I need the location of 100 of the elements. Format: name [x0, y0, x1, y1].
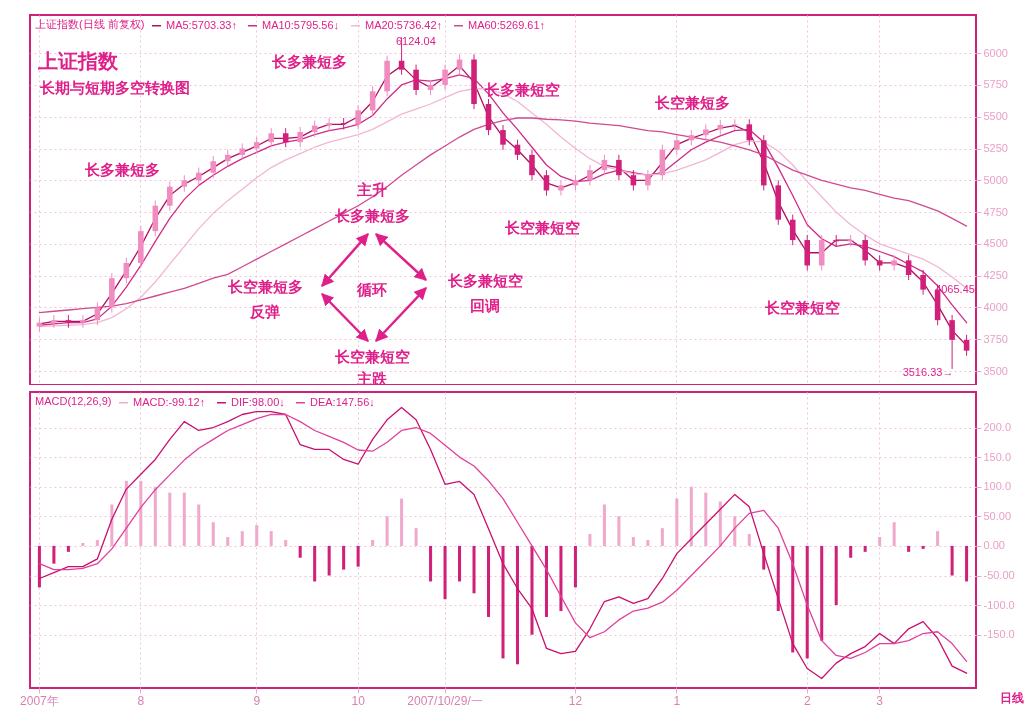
annotation: 循环: [356, 281, 387, 298]
bar: [37, 545, 41, 588]
bar: [269, 531, 273, 546]
bar: [168, 492, 172, 546]
bar: [400, 498, 404, 546]
annotation: 长空兼短多: [226, 278, 303, 295]
bar: [356, 545, 360, 567]
x-tick-label: 3: [876, 693, 884, 708]
candlestick: [949, 314, 955, 370]
bar: [342, 545, 346, 570]
bar: [298, 545, 302, 558]
x-tick-label: 12: [568, 693, 583, 708]
legend-label: MA5:5703.33↑: [166, 18, 237, 31]
annotation: 长空兼短空: [504, 219, 580, 236]
legend-label: MACD:-99.12↑: [133, 395, 206, 408]
x-tick-label: 10: [351, 693, 366, 708]
y-tick-label: 150.0: [983, 450, 1012, 463]
y-tick-label: 100.0: [983, 480, 1012, 493]
y-tick-label: 200.0: [983, 421, 1012, 434]
candlestick: [862, 234, 868, 266]
bar: [414, 528, 418, 546]
candlestick: [920, 269, 926, 296]
bar: [458, 545, 462, 582]
candlestick: [355, 104, 361, 130]
bar: [385, 516, 389, 546]
bar: [820, 545, 824, 641]
annotation: 3516.33→: [902, 366, 954, 378]
candlestick: [268, 127, 274, 148]
x-tick-label: 8: [137, 693, 145, 708]
bar: [371, 540, 375, 546]
bar: [936, 531, 940, 546]
legend-label: MA60:5269.61↑: [468, 18, 546, 31]
candlestick: [282, 127, 289, 148]
bar: [689, 486, 693, 546]
candlestick: [529, 149, 535, 181]
bar: [52, 545, 56, 564]
bar: [907, 545, 911, 552]
bar: [327, 545, 331, 576]
candlestick: [616, 154, 622, 181]
bar: [849, 545, 853, 558]
candlestick: [51, 314, 57, 329]
y-tick-label: 5250: [983, 142, 1008, 155]
y-tick-label: 4250: [983, 269, 1008, 282]
bar: [776, 545, 780, 612]
text: 日线: [1000, 691, 1024, 705]
candlestick: [500, 124, 506, 151]
annotation: 长多兼短多: [271, 53, 347, 70]
bar: [544, 545, 548, 617]
candlestick: [732, 118, 738, 131]
bar: [602, 504, 606, 546]
bar: [704, 492, 708, 546]
y-tick-label: -100.0: [983, 598, 1015, 611]
x-tick-label: 9: [253, 693, 261, 708]
candlestick: [905, 254, 912, 281]
candlestick: [674, 134, 680, 156]
legend-label: DIF:98.00↓: [231, 395, 285, 408]
bar: [211, 522, 215, 546]
candlestick: [297, 126, 303, 148]
candlestick: [746, 118, 753, 146]
annotation: 长期与短期多空转换图: [39, 79, 190, 96]
bar: [429, 545, 433, 582]
y-tick-label: -50.00: [983, 569, 1015, 582]
annotation: 上证指数: [37, 50, 119, 72]
bar: [588, 534, 592, 546]
candlestick: [94, 301, 101, 326]
annotation: 反弹: [249, 303, 280, 320]
legend-title: MACD(12,26,9): [35, 395, 112, 407]
legend-label: MA10:5795.56↓: [262, 18, 340, 31]
bar: [486, 545, 491, 617]
annotation: 长多兼短空: [446, 272, 523, 289]
candlestick: [587, 164, 593, 186]
bar: [501, 545, 505, 659]
candlestick: [369, 85, 376, 116]
annotation: 回调: [470, 297, 500, 314]
y-tick-label: -150.0: [983, 628, 1015, 641]
bar: [805, 545, 809, 659]
bar: [197, 504, 201, 546]
bar: [747, 534, 751, 546]
y-tick-label: 5750: [983, 78, 1008, 91]
bar: [559, 545, 563, 612]
bar: [240, 531, 244, 546]
y-tick-label: 3500: [983, 364, 1008, 377]
annotation: 长空兼短空: [764, 299, 840, 316]
bar: [530, 545, 534, 635]
bar: [110, 504, 114, 546]
x-tick-label: 1: [673, 693, 681, 708]
candlestick: [442, 64, 448, 91]
bar: [878, 537, 882, 546]
bar: [675, 498, 679, 546]
bar: [139, 480, 143, 546]
bar: [617, 516, 621, 546]
bar: [284, 540, 288, 546]
legend-label: MA20:5736.42↑: [365, 18, 443, 31]
y-tick-label: 4750: [983, 205, 1008, 218]
candlestick: [558, 179, 564, 197]
candlestick: [210, 155, 217, 179]
annotation: 长空兼短空: [333, 348, 410, 365]
bar: [791, 545, 795, 653]
y-tick-label: 50.00: [983, 509, 1012, 522]
bar: [153, 486, 157, 546]
